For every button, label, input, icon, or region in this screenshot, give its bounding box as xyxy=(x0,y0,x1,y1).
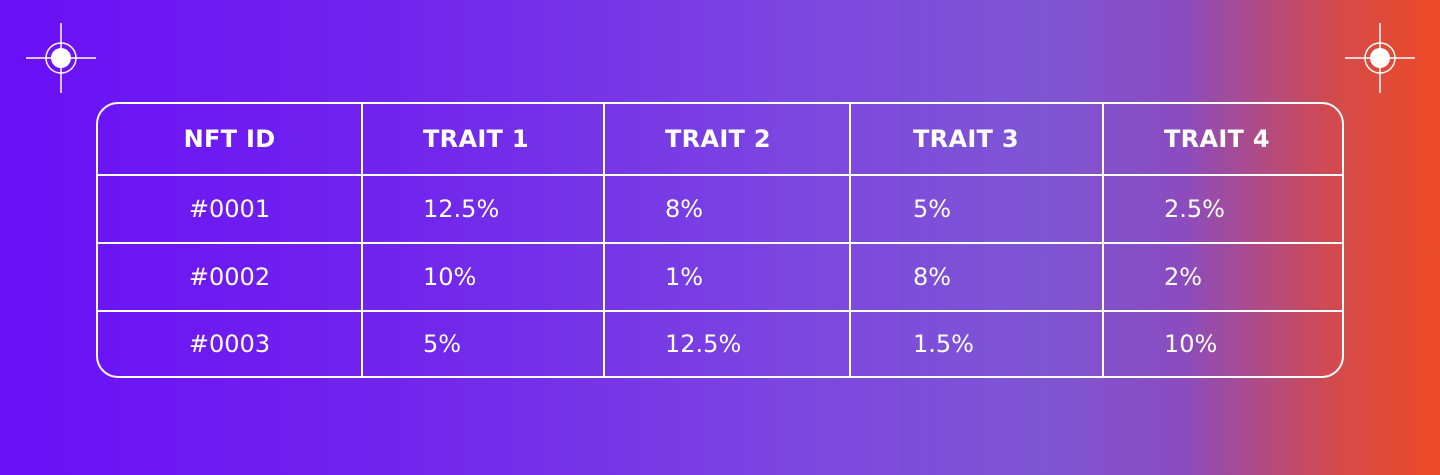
cell-nft-id: #0002 xyxy=(98,241,363,312)
cell-trait-1: 10% xyxy=(361,241,605,312)
cell-trait-2: 12.5% xyxy=(603,309,851,376)
crosshair-icon xyxy=(26,23,96,93)
table-header-row: NFT ID TRAIT 1 TRAIT 2 TRAIT 3 TRAIT 4 xyxy=(98,104,1342,176)
cell-trait-2: 8% xyxy=(603,174,851,244)
cell-trait-1: 5% xyxy=(361,309,605,376)
table-row: #0002 10% 1% 8% 2% xyxy=(98,241,1342,312)
header-trait-1: TRAIT 1 xyxy=(361,104,605,176)
cell-trait-4: 2% xyxy=(1102,241,1342,312)
header-trait-3: TRAIT 3 xyxy=(849,104,1104,176)
cell-trait-3: 8% xyxy=(849,241,1104,312)
trait-table: NFT ID TRAIT 1 TRAIT 2 TRAIT 3 TRAIT 4 #… xyxy=(98,104,1342,376)
table-row: #0003 5% 12.5% 1.5% 10% xyxy=(98,309,1342,376)
cell-nft-id: #0001 xyxy=(98,174,363,244)
crosshair-icon xyxy=(1345,23,1415,93)
header-trait-2: TRAIT 2 xyxy=(603,104,851,176)
table-row: #0001 12.5% 8% 5% 2.5% xyxy=(98,174,1342,244)
nft-trait-table: NFT ID TRAIT 1 TRAIT 2 TRAIT 3 TRAIT 4 #… xyxy=(96,102,1344,378)
header-nft-id: NFT ID xyxy=(98,104,363,176)
header-trait-4: TRAIT 4 xyxy=(1102,104,1342,176)
cell-trait-2: 1% xyxy=(603,241,851,312)
cell-trait-4: 2.5% xyxy=(1102,174,1342,244)
cell-trait-3: 5% xyxy=(849,174,1104,244)
cell-trait-4: 10% xyxy=(1102,309,1342,376)
cell-nft-id: #0003 xyxy=(98,309,363,376)
cell-trait-3: 1.5% xyxy=(849,309,1104,376)
cell-trait-1: 12.5% xyxy=(361,174,605,244)
